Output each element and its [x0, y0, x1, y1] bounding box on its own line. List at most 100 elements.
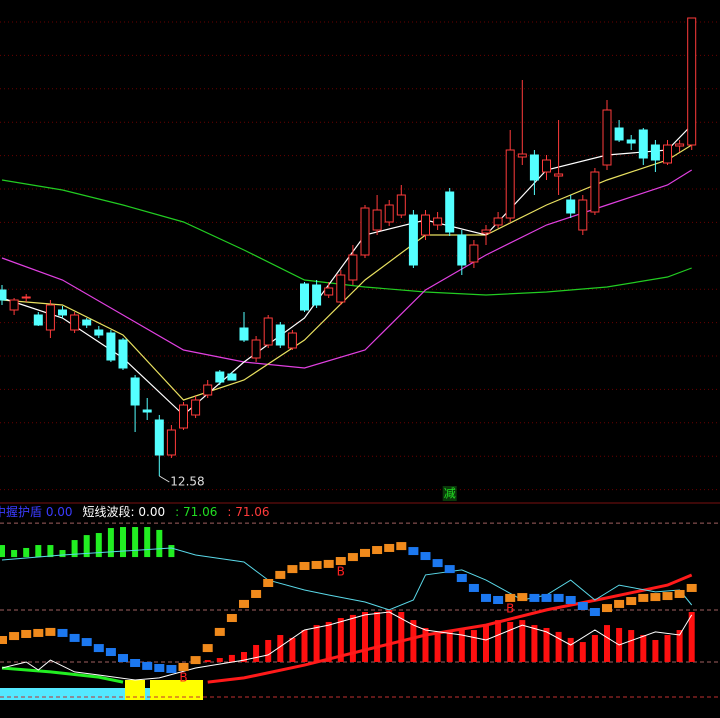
step-block — [263, 578, 274, 587]
histogram-bar — [216, 658, 223, 662]
step-block — [493, 595, 504, 604]
step-block — [408, 547, 419, 556]
histogram-bar — [579, 642, 586, 662]
candle-body — [650, 144, 660, 161]
histogram-bar — [47, 545, 54, 558]
histogram-bar — [604, 625, 610, 662]
step-block — [251, 589, 262, 598]
step-block — [589, 608, 600, 617]
candle-body — [142, 409, 152, 413]
histogram-bar — [676, 630, 683, 662]
candle-body — [166, 429, 176, 456]
step-block — [33, 628, 44, 637]
candle-body — [9, 299, 19, 311]
step-block — [323, 559, 334, 568]
histogram-bar — [337, 618, 344, 662]
candle-body — [554, 173, 564, 177]
step-block — [553, 593, 564, 602]
step-block — [650, 593, 661, 602]
histogram-bar — [507, 621, 514, 662]
candle-body — [469, 244, 479, 263]
histogram-bar — [95, 533, 102, 558]
state-band — [125, 680, 145, 700]
step-block — [226, 614, 237, 623]
histogram-bar — [567, 637, 574, 662]
histogram-bar — [628, 630, 635, 662]
step-block — [69, 633, 80, 642]
histogram-bar — [23, 547, 30, 558]
indicator-line — [1, 611, 693, 681]
histogram-bar — [640, 635, 647, 662]
candle-body — [542, 159, 551, 173]
step-block — [190, 656, 201, 665]
step-block — [360, 548, 370, 557]
candle-body — [94, 329, 104, 336]
moving-average — [1, 179, 692, 296]
candle-body — [239, 327, 249, 341]
step-block — [602, 604, 612, 613]
step-block — [626, 597, 637, 606]
step-block — [166, 665, 177, 674]
candle-body — [191, 399, 201, 416]
candle-body — [384, 204, 394, 223]
histogram-bar — [458, 627, 465, 662]
histogram-bar — [11, 550, 18, 558]
moving-average — [1, 169, 693, 369]
histogram-bar — [277, 635, 284, 662]
state-band — [150, 680, 203, 700]
step-block — [517, 593, 528, 602]
histogram-bar — [168, 545, 175, 558]
candle-body — [638, 129, 648, 159]
step-block — [287, 565, 298, 574]
state-band — [145, 688, 150, 700]
step-block — [21, 629, 32, 638]
histogram-bar — [374, 612, 381, 662]
step-block — [686, 583, 697, 592]
histogram-bar — [325, 621, 332, 662]
candle-body — [0, 289, 7, 301]
step-block — [299, 561, 310, 570]
legend-entry: 短线波段: 0.00 — [83, 504, 166, 519]
low-pointer — [159, 475, 170, 483]
candle-body — [275, 324, 285, 346]
histogram-bar — [495, 620, 502, 662]
candle-body — [58, 309, 67, 316]
step-block — [614, 599, 625, 608]
candle-body — [626, 139, 636, 144]
signal-label: B — [179, 670, 187, 684]
step-block — [239, 599, 249, 608]
step-block — [275, 570, 286, 579]
annotation-box — [442, 486, 457, 501]
step-block — [93, 644, 104, 653]
legend: 中握护盾 0.00 短线波段: 0.00: 71.06: 71.06 — [0, 504, 270, 519]
step-block — [347, 553, 358, 562]
histogram-bar — [531, 625, 538, 662]
candle-body — [614, 127, 624, 141]
step-block — [674, 589, 685, 598]
candle-body — [300, 283, 309, 311]
candle-body — [45, 304, 55, 331]
step-block — [456, 574, 467, 583]
step-block — [178, 662, 189, 671]
candle-body — [663, 144, 672, 164]
step-block — [529, 593, 540, 602]
candle-body — [154, 419, 164, 456]
histogram-bar — [422, 627, 429, 662]
step-block — [311, 560, 322, 569]
histogram-bar — [71, 540, 78, 558]
step-block — [57, 628, 68, 637]
legend-entry: 中握护盾 0.00 — [0, 504, 73, 519]
state-band — [0, 688, 125, 700]
histogram-bar — [688, 612, 695, 662]
candle-body — [336, 274, 346, 303]
step-block — [432, 559, 443, 568]
step-block — [420, 552, 431, 561]
histogram-bar — [349, 614, 356, 662]
candle-body — [263, 317, 273, 346]
candle-body — [324, 287, 334, 296]
step-block — [214, 627, 225, 636]
candle-body — [203, 384, 213, 396]
histogram-bar — [362, 612, 368, 662]
histogram-bar — [204, 660, 211, 662]
